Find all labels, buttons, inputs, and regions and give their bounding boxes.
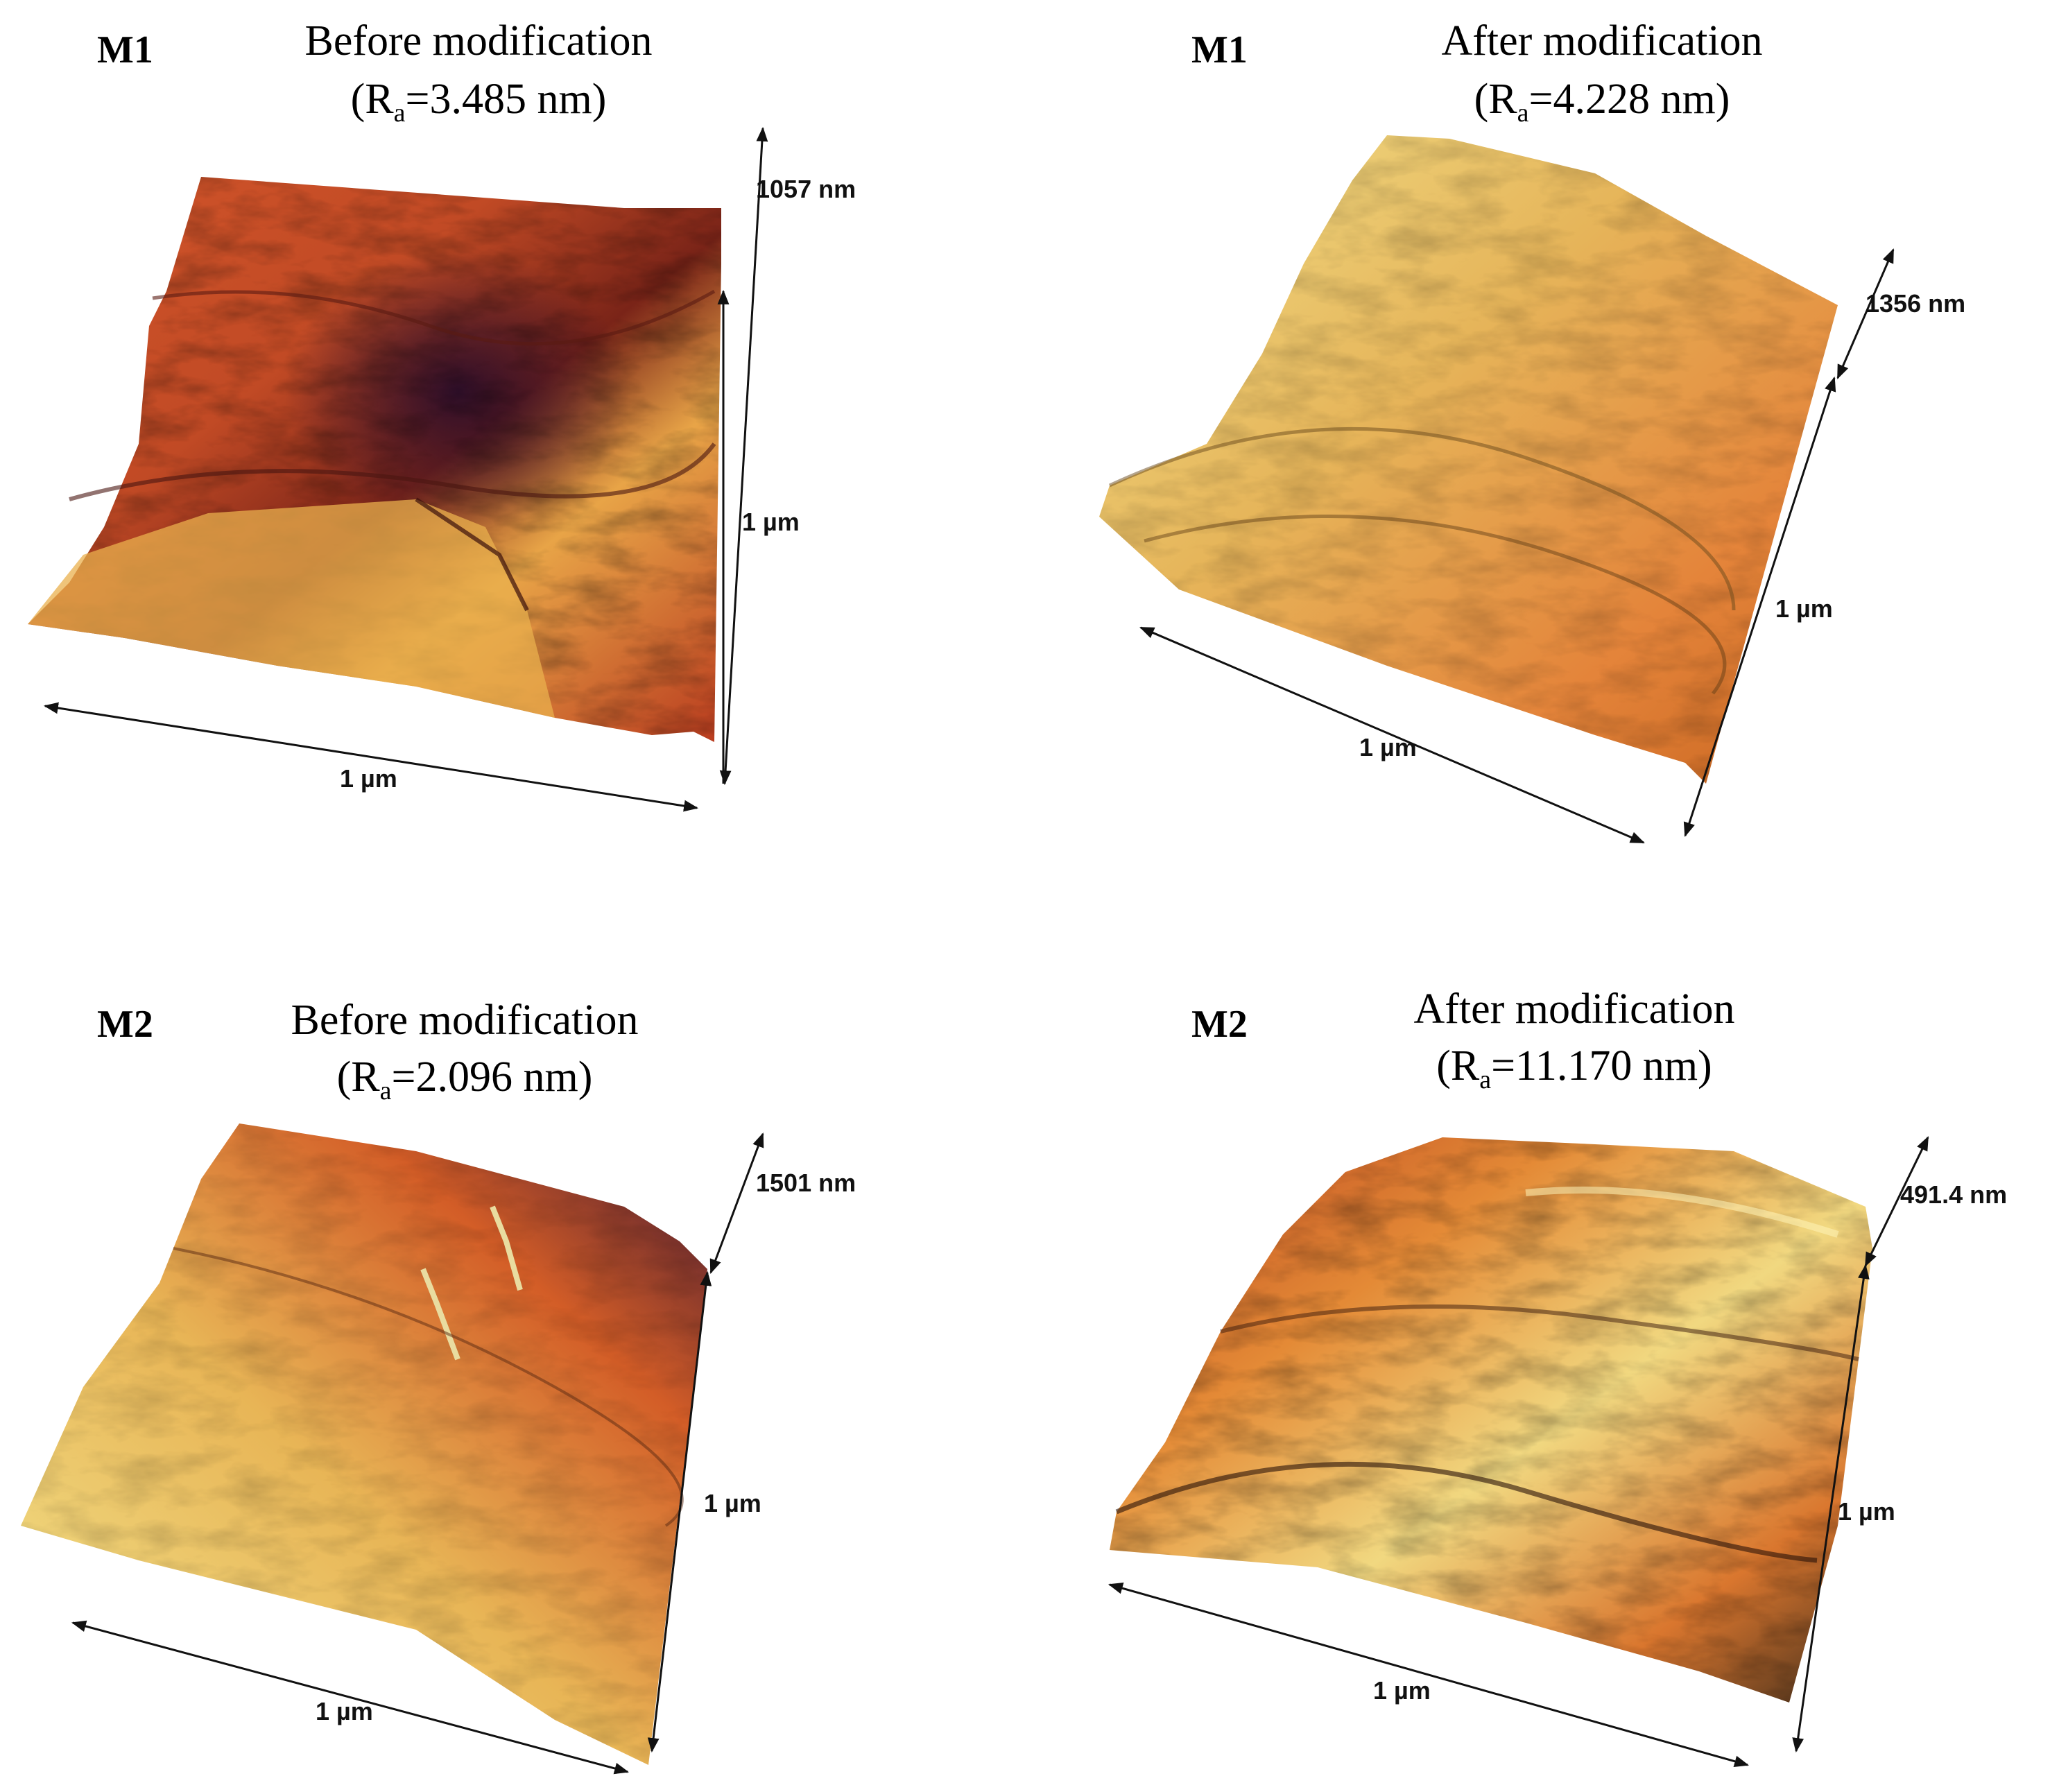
panel-title: Before modification (304, 17, 653, 64)
axes-m2-after: 491.4 nm 1 µm 1 µm (1108, 1136, 2007, 1767)
axes-m1-before: 1057 nm 1 µm 1 µm (43, 126, 856, 812)
roughness-label: (Ra=11.170 nm) (1436, 1042, 1712, 1094)
y-scale-arrow (1683, 377, 1836, 837)
x-scale-arrow (43, 702, 699, 812)
sample-label: M1 (97, 28, 153, 71)
roughness-label: (Ra=2.096 nm) (336, 1053, 593, 1105)
surface-m1-after (1099, 135, 1838, 784)
y-scale-label: 1 µm (742, 508, 800, 536)
x-scale-arrow (71, 1620, 630, 1775)
y-scale-arrow (647, 1270, 712, 1753)
z-scale-label: 1356 nm (1866, 289, 1965, 318)
sample-label: M2 (97, 1003, 153, 1046)
panel-title: After modification (1413, 985, 1735, 1033)
roughness-label: (Ra=4.228 nm) (1474, 76, 1730, 128)
axes-m2-before: 1501 nm 1 µm 1 µm (71, 1132, 856, 1775)
roughness-label: (Ra=3.485 nm) (350, 76, 607, 128)
z-scale-arrow (1864, 1136, 1929, 1267)
z-scale-arrow (1836, 248, 1895, 379)
x-scale-arrow (1139, 626, 1645, 844)
sample-label: M2 (1191, 1003, 1248, 1046)
x-scale-label: 1 µm (1359, 733, 1417, 761)
x-scale-label: 1 µm (340, 764, 397, 793)
surface-m1-before (28, 177, 721, 742)
z-scale-arrow (719, 126, 768, 786)
y-scale-label: 1 µm (704, 1489, 761, 1517)
z-scale-label: 491.4 nm (1900, 1180, 2007, 1209)
x-scale-label: 1 µm (1373, 1676, 1431, 1705)
z-scale-arrow (709, 1132, 764, 1274)
panel-title: After modification (1441, 17, 1763, 64)
surface-m2-before (21, 1123, 707, 1765)
x-scale-label: 1 µm (316, 1697, 373, 1725)
sample-label: M1 (1191, 28, 1248, 71)
panel-title: Before modification (291, 997, 639, 1044)
y-scale-label: 1 µm (1775, 594, 1833, 623)
y-scale-arrow (1792, 1264, 1870, 1753)
z-scale-label: 1501 nm (756, 1169, 856, 1197)
z-scale-label: 1057 nm (756, 175, 856, 203)
x-scale-arrow (1108, 1583, 1750, 1767)
y-scale-label: 1 µm (1838, 1497, 1895, 1526)
surface-m2-after (1110, 1137, 1872, 1703)
axes-m1-after: 1356 nm 1 µm 1 µm (1139, 248, 1965, 844)
